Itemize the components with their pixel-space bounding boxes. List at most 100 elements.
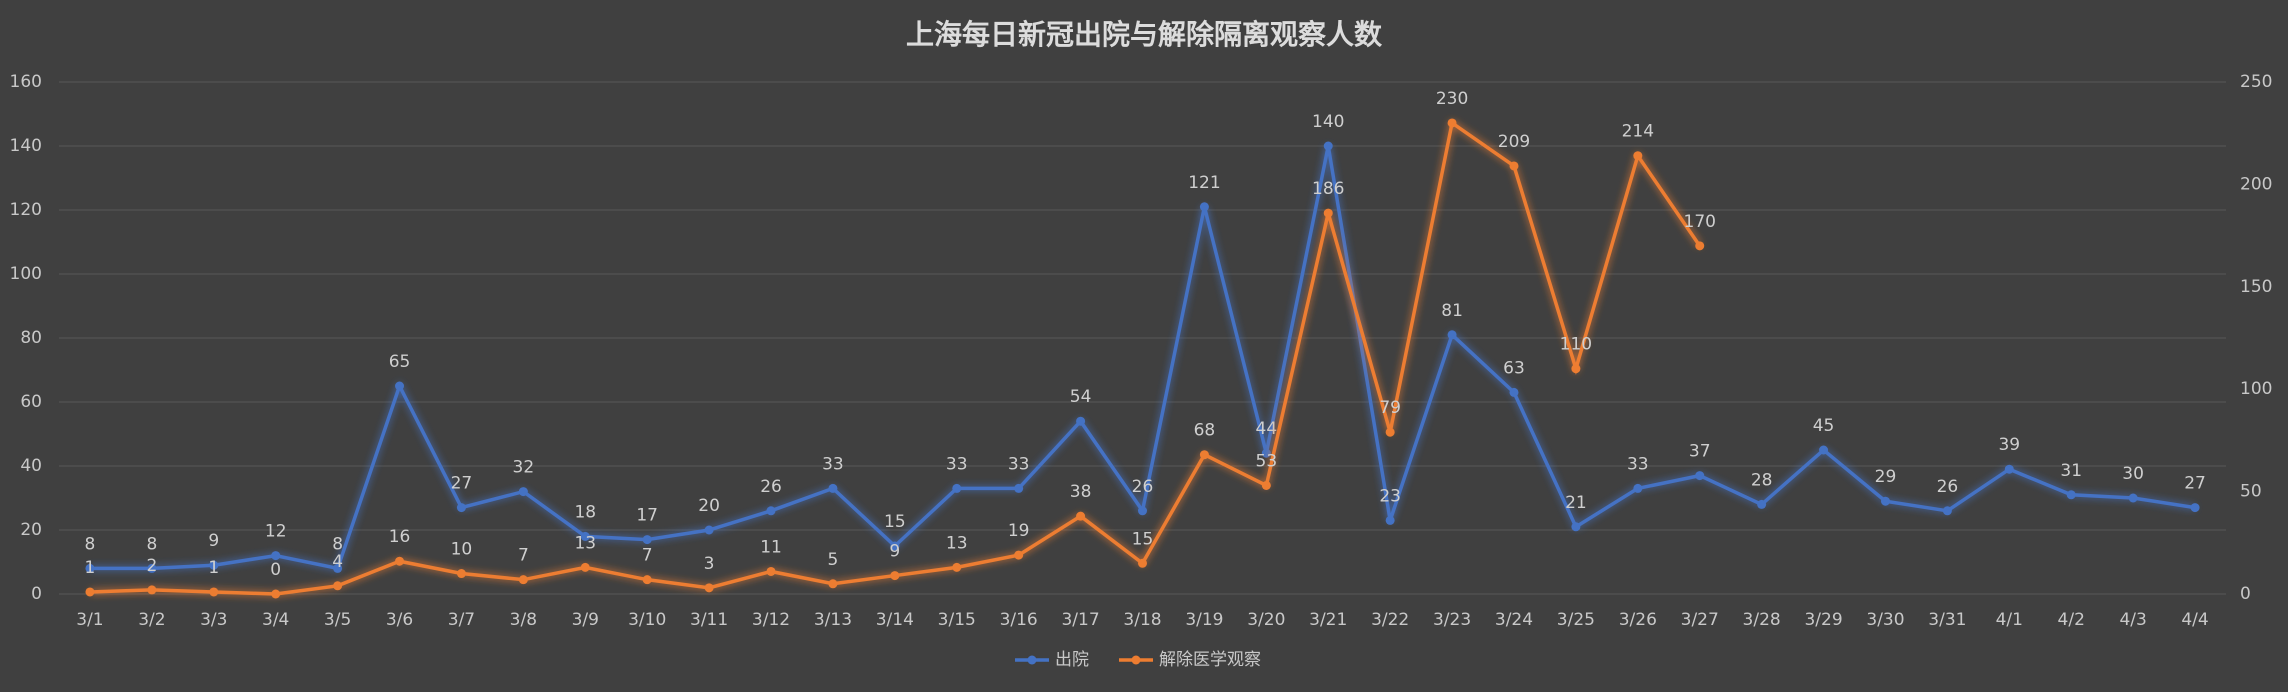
legend-marker: [1027, 655, 1037, 665]
x-tick-label: 3/19: [1185, 610, 1223, 630]
data-label: 45: [1813, 416, 1835, 436]
x-tick-label: 3/9: [572, 610, 599, 630]
data-label: 44: [1256, 419, 1278, 439]
point: [1323, 141, 1333, 151]
x-tick-label: 3/3: [200, 610, 227, 630]
data-label: 17: [636, 506, 658, 526]
x-tick-label: 3/8: [510, 610, 537, 630]
data-label: 37: [1689, 442, 1711, 462]
x-tick-label: 3/27: [1681, 610, 1719, 630]
point: [1076, 416, 1086, 426]
data-label: 15: [1132, 529, 1154, 549]
data-label: 54: [1070, 387, 1092, 407]
data-label: 11: [760, 537, 782, 557]
point: [1695, 471, 1705, 481]
point: [1571, 364, 1581, 374]
data-label: 23: [1379, 486, 1401, 506]
point: [952, 483, 962, 493]
y-tick-label: 160: [10, 72, 42, 92]
point: [2190, 503, 2200, 513]
point: [828, 483, 838, 493]
point: [209, 560, 219, 570]
point: [1199, 202, 1209, 212]
data-label: 0: [270, 560, 281, 580]
data-label: 33: [946, 454, 968, 474]
data-label: 209: [1498, 132, 1530, 152]
data-label: 21: [1565, 493, 1587, 513]
point: [1385, 427, 1395, 437]
point: [1509, 161, 1519, 171]
point: [1261, 448, 1271, 458]
x-tick-label: 3/31: [1928, 610, 1966, 630]
data-label: 214: [1622, 122, 1654, 142]
y-tick-label: 0: [31, 584, 42, 604]
point: [518, 487, 528, 497]
data-label: 9: [889, 542, 900, 562]
data-label: 19: [1008, 521, 1030, 541]
point: [1138, 558, 1147, 568]
point: [1199, 450, 1209, 460]
y2-tick-label: 250: [2240, 72, 2272, 92]
data-label: 12: [265, 522, 287, 542]
x-tick-label: 3/26: [1619, 610, 1657, 630]
x-tick-label: 3/6: [386, 610, 413, 630]
x-tick-label: 3/14: [876, 610, 914, 630]
point: [456, 569, 466, 579]
y-tick-label: 40: [20, 456, 42, 476]
chart-title: 上海每日新冠出院与解除隔离观察人数: [906, 18, 1383, 51]
point: [1942, 506, 1952, 516]
data-label: 32: [513, 458, 535, 478]
point: [333, 581, 343, 591]
y-tick-label: 120: [10, 200, 42, 220]
point: [1447, 118, 1457, 128]
data-label: 10: [451, 540, 473, 560]
data-label: 1: [208, 558, 219, 578]
data-label: 29: [1875, 467, 1897, 487]
y-tick-label: 60: [20, 392, 42, 412]
x-tick-label: 4/4: [2181, 610, 2208, 630]
data-label: 18: [574, 502, 596, 522]
x-tick-label: 3/24: [1495, 610, 1533, 630]
point: [85, 587, 95, 597]
x-tick-label: 3/18: [1123, 610, 1161, 630]
y-tick-label: 80: [20, 328, 42, 348]
point: [1695, 241, 1705, 251]
data-label: 27: [2184, 474, 2206, 494]
x-tick-label: 3/20: [1247, 610, 1285, 630]
point: [209, 587, 219, 597]
data-label: 26: [760, 477, 782, 497]
x-tick-label: 3/11: [690, 610, 728, 630]
y2-tick-label: 50: [2240, 482, 2262, 502]
data-label: 33: [1008, 454, 1030, 474]
x-tick-label: 4/3: [2119, 610, 2146, 630]
point: [1138, 506, 1147, 516]
legend-label: 解除医学观察: [1159, 650, 1261, 670]
x-tick-label: 3/10: [628, 610, 666, 630]
data-label: 7: [642, 546, 653, 566]
data-label: 27: [451, 474, 473, 494]
data-label: 30: [2122, 464, 2144, 484]
x-tick-label: 3/13: [814, 610, 852, 630]
x-tick-label: 3/2: [138, 610, 165, 630]
data-label: 170: [1684, 212, 1716, 232]
data-label: 121: [1188, 173, 1220, 193]
y2-tick-label: 150: [2240, 277, 2272, 297]
point: [1757, 499, 1767, 509]
data-label: 13: [574, 533, 596, 553]
data-label: 38: [1070, 482, 1092, 502]
point: [704, 583, 714, 593]
data-label: 63: [1503, 358, 1525, 378]
point: [271, 589, 281, 599]
data-label: 5: [828, 550, 839, 570]
point: [518, 575, 528, 585]
point: [828, 579, 838, 589]
x-tick-label: 3/25: [1557, 610, 1595, 630]
point: [580, 562, 590, 572]
x-tick-label: 3/16: [1000, 610, 1038, 630]
data-label: 7: [518, 546, 529, 566]
point: [1447, 330, 1457, 340]
data-label: 15: [884, 512, 906, 532]
x-tick-label: 3/12: [752, 610, 790, 630]
point: [890, 541, 900, 551]
